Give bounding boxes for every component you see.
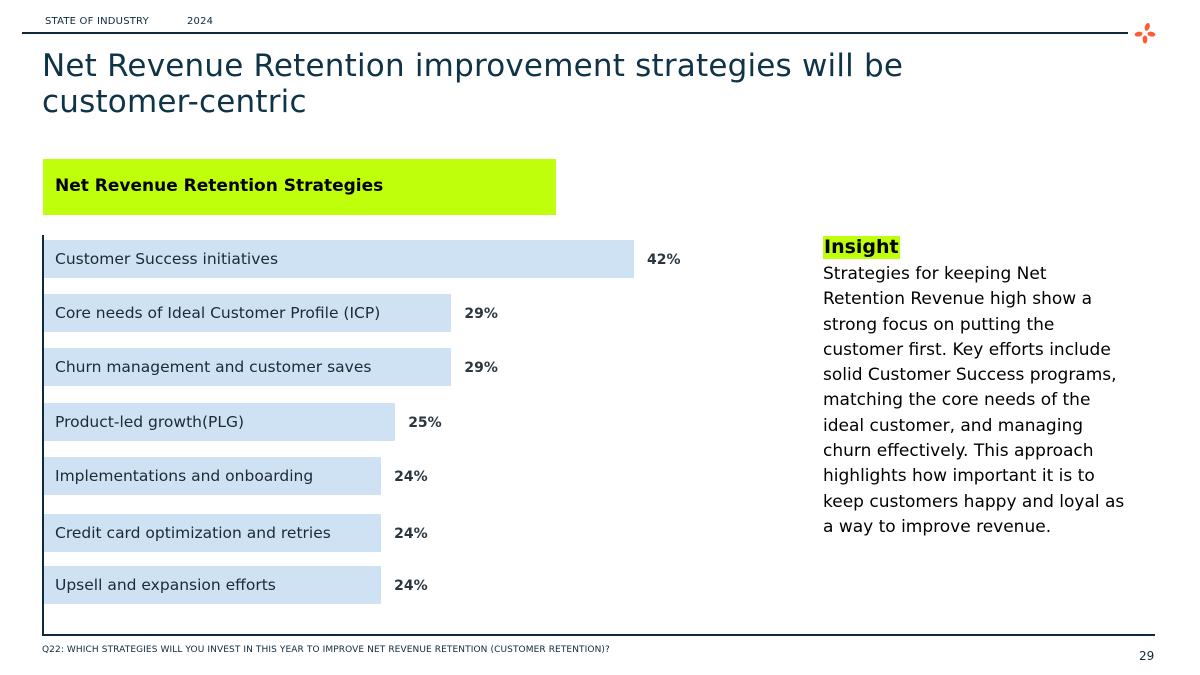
- bar-7: Upsell and expansion efforts: [44, 566, 382, 604]
- header-year-label: 2024: [187, 16, 214, 27]
- bar-category-label: Churn management and customer saves: [55, 358, 372, 376]
- page-title: Net Revenue Retention improvement strate…: [42, 48, 904, 120]
- bar-value-label: 24%: [394, 578, 428, 594]
- bar-category-label: Product-led growth(PLG): [55, 413, 245, 431]
- chart-y-axis: [42, 235, 44, 636]
- bar-value-label: 42%: [647, 252, 681, 268]
- chart-baseline: [42, 634, 1155, 636]
- chart-title-box: Net Revenue Retention Strategies: [43, 159, 556, 215]
- bar-category-label: Implementations and onboarding: [55, 467, 314, 485]
- bar-value-label: 29%: [464, 360, 498, 376]
- bar-value-label: 24%: [394, 526, 428, 542]
- bar-category-label: Core needs of Ideal Customer Profile (IC…: [55, 304, 381, 322]
- bar-3: Churn management and customer saves: [44, 348, 452, 386]
- bar-value-label: 29%: [464, 306, 498, 322]
- chart-title: Net Revenue Retention Strategies: [55, 176, 384, 196]
- bar-category-label: Upsell and expansion efforts: [55, 576, 276, 594]
- bar-category-label: Credit card optimization and retries: [55, 524, 331, 542]
- asterisk-logo-icon: [1134, 23, 1156, 44]
- bar-5: Implementations and onboarding: [44, 457, 382, 495]
- bar-1: Customer Success initiatives: [44, 240, 634, 278]
- bar-6: Credit card optimization and retries: [44, 514, 382, 552]
- bar-category-label: Customer Success initiatives: [55, 250, 279, 268]
- page-number: 29: [1139, 649, 1155, 663]
- bar-value-label: 24%: [394, 469, 428, 485]
- header-divider: [22, 32, 1128, 34]
- bar-4: Product-led growth(PLG): [44, 403, 396, 441]
- insight-heading: Insight: [823, 236, 900, 259]
- header-section-label: STATE OF INDUSTRY: [45, 16, 149, 27]
- survey-question-footnote: Q22: WHICH STRATEGIES WILL YOU INVEST IN…: [42, 645, 610, 655]
- bar-2: Core needs of Ideal Customer Profile (IC…: [44, 294, 452, 332]
- bar-value-label: 25%: [408, 415, 442, 431]
- insight-body: Strategies for keeping Net Retention Rev…: [823, 264, 1125, 537]
